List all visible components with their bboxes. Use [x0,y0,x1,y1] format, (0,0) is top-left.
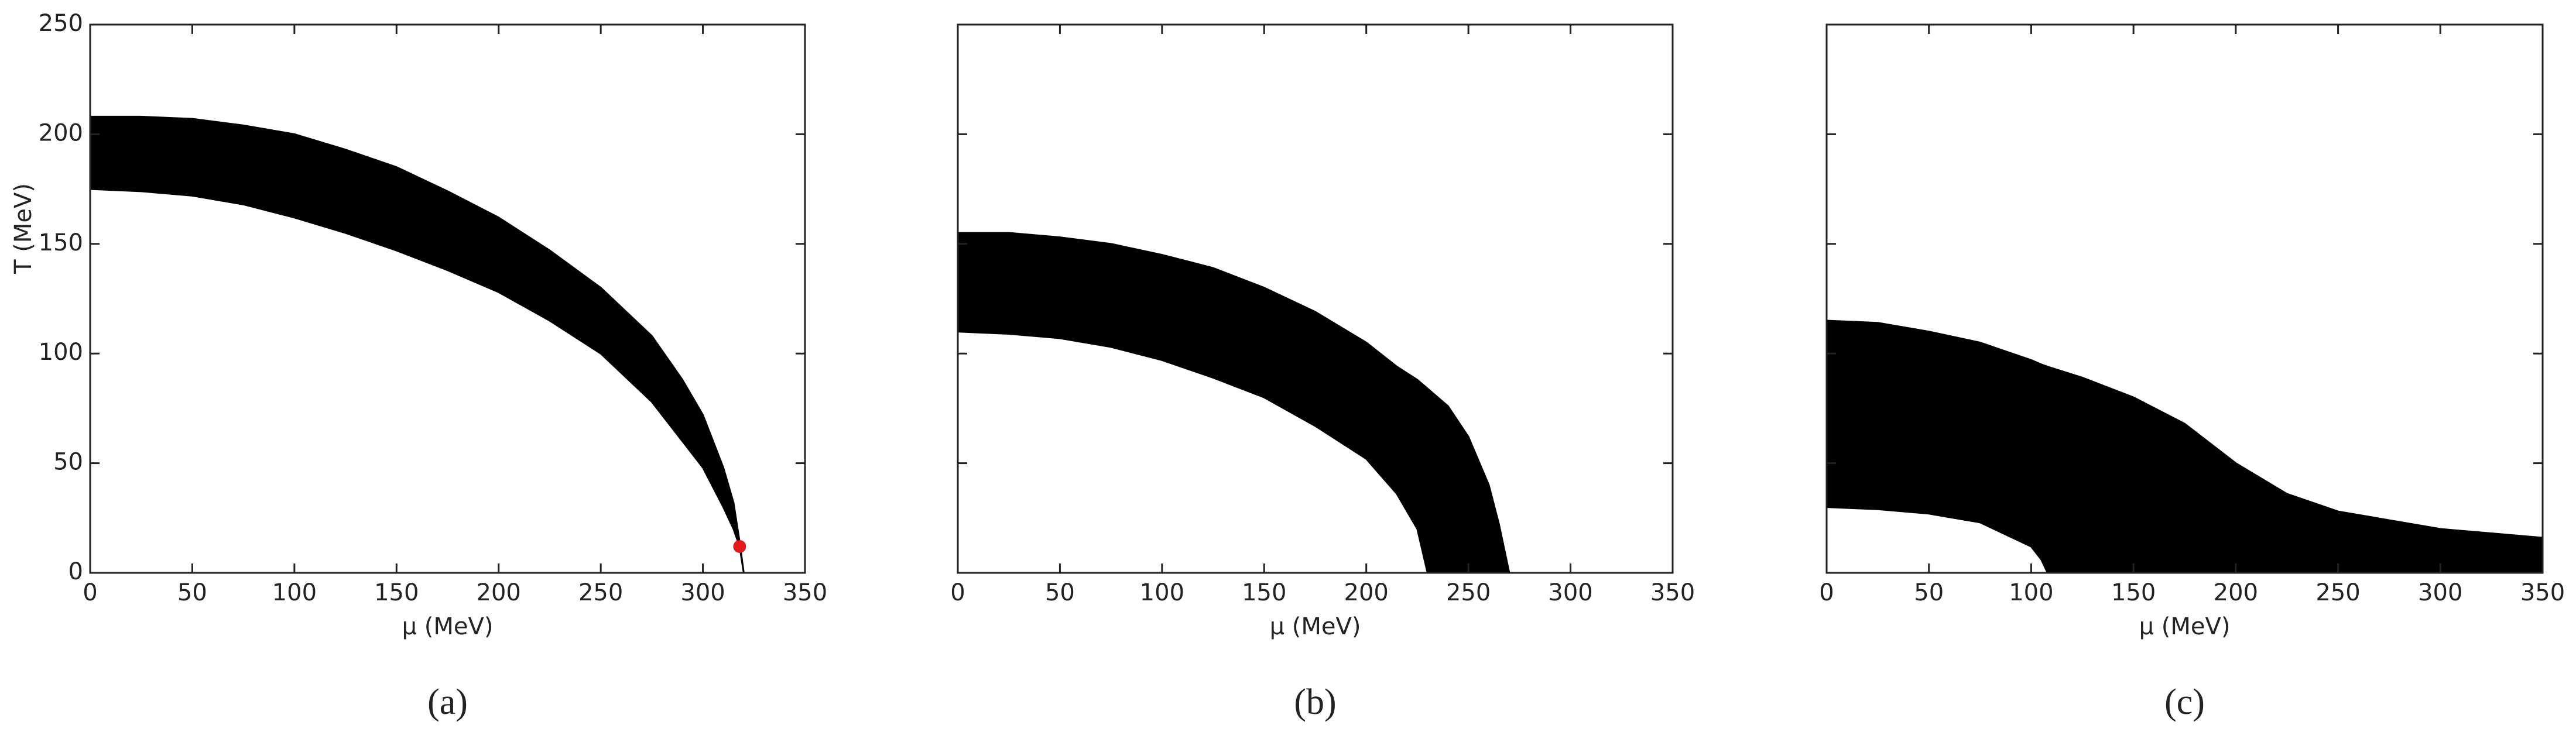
x-axis-label: μ (MeV) [2139,613,2231,640]
y-tick-label: 250 [39,10,83,37]
x-tick-label: 350 [2520,579,2565,606]
plot-frame [957,23,1674,574]
y-tick-label: 150 [39,229,83,256]
y-axis-label: T (MeV) [10,183,37,274]
x-tick-label: 100 [1140,579,1184,606]
panel-caption: (b) [1294,682,1336,722]
x-tick-label: 0 [83,579,97,606]
x-tick-label: 150 [1242,579,1286,606]
x-tick-label: 250 [2315,579,2360,606]
y-tick-label: 0 [68,558,83,585]
x-tick-label: 50 [1045,579,1075,606]
x-tick-label: 100 [272,579,317,606]
x-tick-label: 0 [950,579,965,606]
x-tick-label: 150 [374,579,419,606]
panel-caption: (a) [427,682,468,722]
x-tick-label: 350 [783,579,827,606]
critical-point [733,540,746,554]
plot-frame [89,23,806,574]
panel-caption: (c) [2164,682,2205,722]
band-area [89,115,745,573]
x-tick-label: 50 [1914,579,1944,606]
y-tick-label: 50 [53,449,83,476]
plot-frame [1825,23,2544,574]
x-tick-label: 200 [2214,579,2258,606]
x-tick-label: 300 [2418,579,2462,606]
x-tick-label: 250 [578,579,623,606]
x-tick-label: 100 [2009,579,2053,606]
x-tick-label: 300 [1548,579,1592,606]
band-area [957,232,1510,574]
y-tick-label: 100 [39,339,83,366]
x-tick-label: 0 [1819,579,1834,606]
y-tick-label: 200 [39,119,83,146]
x-axis-label: μ (MeV) [402,613,494,640]
x-tick-label: 350 [1650,579,1695,606]
x-tick-label: 200 [1344,579,1389,606]
x-axis-label: μ (MeV) [1270,613,1361,640]
x-tick-label: 250 [1446,579,1491,606]
band-area [1825,319,2544,574]
x-tick-label: 300 [680,579,725,606]
x-tick-label: 150 [2111,579,2156,606]
x-tick-label: 200 [477,579,521,606]
x-tick-label: 50 [177,579,207,606]
